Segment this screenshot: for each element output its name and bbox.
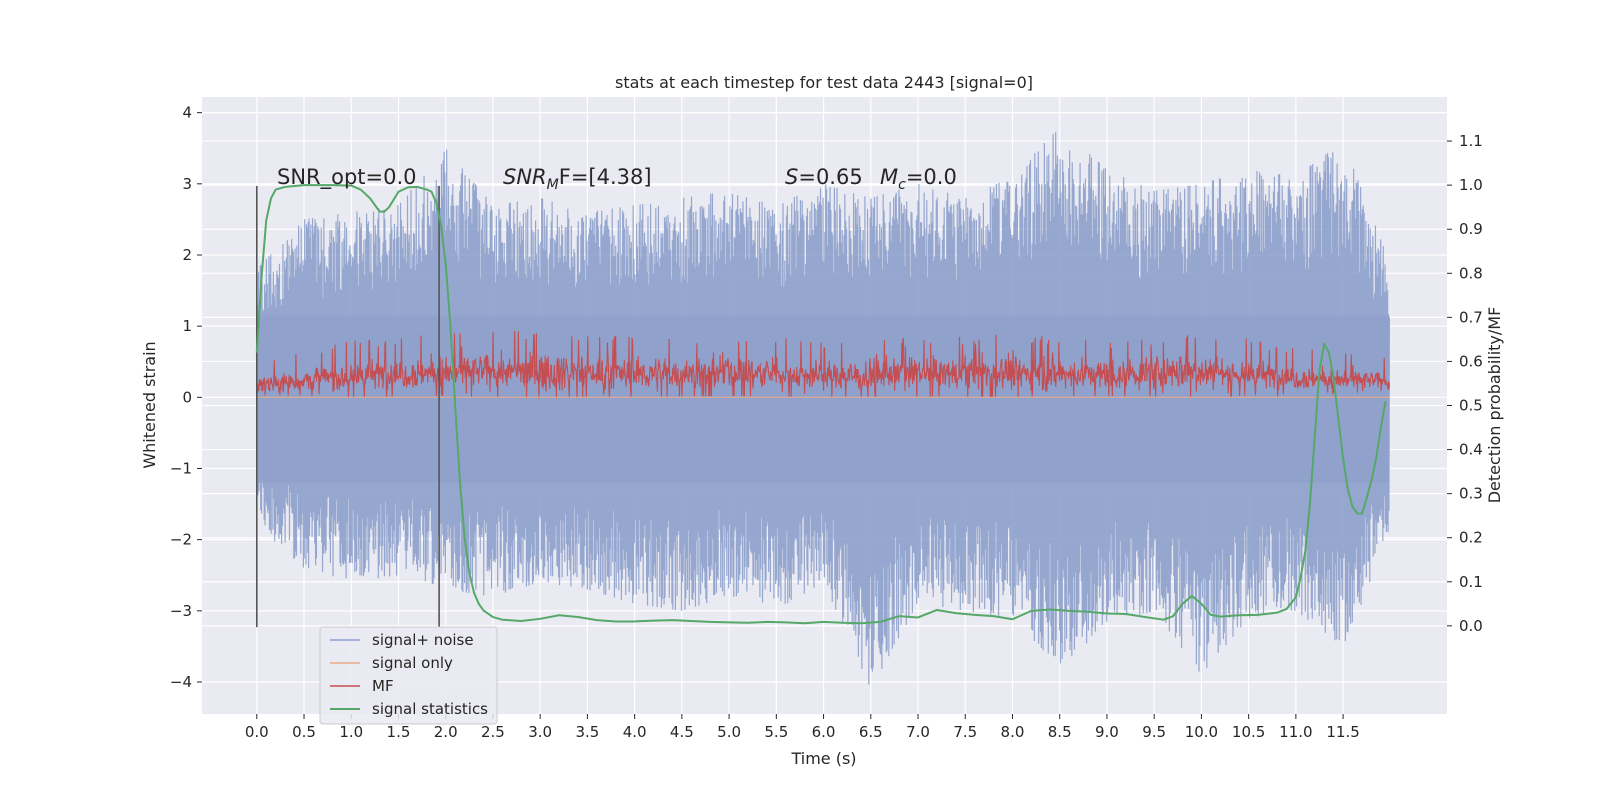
- y-right-tick-label: 0.2: [1459, 529, 1483, 547]
- signal-noise-series: [256, 131, 1390, 685]
- x-tick-label: 0.5: [292, 723, 316, 741]
- snr-mf-value: F=[4.38]: [559, 165, 652, 189]
- y-right-tick-label: 0.8: [1459, 264, 1483, 282]
- y-right-tick-label: 0.9: [1459, 220, 1483, 238]
- y-tick-label: 4: [182, 104, 192, 122]
- x-tick-label: 6.5: [859, 723, 883, 741]
- signal-statistics-line: [255, 184, 1387, 625]
- x-tick-label: 10.5: [1232, 723, 1265, 741]
- vertical-markers: [255, 185, 440, 628]
- y-right-tick-label: 0.7: [1459, 308, 1483, 326]
- legend: signal+ noise signal only MF signal statist…: [319, 626, 498, 725]
- mc-value: =0.0: [906, 165, 957, 189]
- x-tick-labels: 0.0 0.5 1.0 1.5 2.0 2.5 3.0 3.5 4.0 4.5 5.0 5.5 6.0 6…: [245, 714, 1360, 741]
- x-tick-label: 10.0: [1185, 723, 1218, 741]
- s-annotation: S=0.65: [785, 165, 863, 189]
- y-right-tick-labels: 1.1 1.0 0.9 0.8 0.7 0.6 0.5 0.4 0.3 0.2 0.1 0.0: [1447, 132, 1483, 635]
- x-tick-label: 4.0: [623, 723, 647, 741]
- snr-opt-annotation: SNR_opt=0.0: [277, 165, 417, 190]
- legend-label: MF: [372, 677, 394, 695]
- snr-mf-subscript: M: [547, 177, 559, 193]
- x-tick-label: 8.5: [1048, 723, 1072, 741]
- y-right-tick-label: 0.3: [1459, 485, 1483, 503]
- x-tick-label: 7.5: [953, 723, 977, 741]
- x-tick-label: 1.0: [339, 723, 363, 741]
- snr-mf-name: SNR: [503, 165, 547, 189]
- y-right-axis-label: Detection probability/MF: [1485, 307, 1504, 504]
- y-right-tick-label: 1.0: [1459, 176, 1483, 194]
- y-axis-label: Whitened strain: [140, 341, 159, 468]
- x-tick-label: 3.0: [528, 723, 552, 741]
- x-tick-label: 7.0: [906, 723, 930, 741]
- mc-name: M: [880, 165, 898, 189]
- y-tick-label: 2: [182, 246, 192, 264]
- y-right-tick-label: 0.0: [1459, 617, 1483, 635]
- y-right-tick-label: 0.1: [1459, 573, 1483, 591]
- y-tick-label: 3: [182, 175, 192, 193]
- mc-subscript: c: [898, 177, 906, 193]
- x-tick-label: 5.5: [764, 723, 788, 741]
- legend-box: [319, 626, 498, 725]
- signal-noise-core: [256, 315, 1390, 483]
- mc-annotation: Mc=0.0: [880, 165, 957, 193]
- x-tick-label: 11.0: [1279, 723, 1312, 741]
- x-tick-label: 11.5: [1326, 723, 1359, 741]
- legend-label: signal statistics: [372, 700, 488, 718]
- y-tick-label: −4: [170, 673, 192, 691]
- y-tick-label: 0: [182, 388, 192, 406]
- x-tick-label: 0.0: [245, 723, 269, 741]
- y-right-tick-label: 0.5: [1459, 397, 1483, 415]
- snr-mf-annotation: SNRMF=[4.38]: [503, 165, 652, 193]
- x-tick-label: 9.0: [1095, 723, 1119, 741]
- legend-label: signal+ noise: [372, 631, 474, 649]
- y-right-tick-label: 1.1: [1459, 132, 1483, 150]
- y-tick-label: −2: [170, 531, 192, 549]
- x-tick-label: 4.5: [670, 723, 694, 741]
- x-tick-label: 2.5: [481, 723, 505, 741]
- chart-title: stats at each timestep for test data 244…: [615, 73, 1033, 92]
- signal-statistics-series: [255, 184, 1387, 625]
- s-name: S: [785, 165, 798, 189]
- x-tick-label: 2.0: [434, 723, 458, 741]
- legend-label: signal only: [372, 654, 453, 672]
- x-tick-label: 6.0: [812, 723, 836, 741]
- y-right-tick-label: 0.6: [1459, 352, 1483, 370]
- x-tick-label: 1.5: [387, 723, 411, 741]
- x-axis-label: Time (s): [790, 749, 856, 768]
- mf-series: [256, 330, 1390, 399]
- y-right-tick-label: 0.4: [1459, 441, 1483, 459]
- y-tick-label: −1: [170, 459, 192, 477]
- s-value: =0.65: [798, 165, 862, 189]
- x-tick-label: 5.0: [717, 723, 741, 741]
- x-tick-label: 3.5: [575, 723, 599, 741]
- x-tick-label: 8.0: [1001, 723, 1025, 741]
- y-tick-labels: 4 3 2 1 0 −1 −2 −3 −4: [170, 104, 202, 691]
- mf-line: [256, 330, 1390, 399]
- y-tick-label: −3: [170, 602, 192, 620]
- x-tick-label: 9.5: [1142, 723, 1166, 741]
- y-tick-label: 1: [182, 317, 192, 335]
